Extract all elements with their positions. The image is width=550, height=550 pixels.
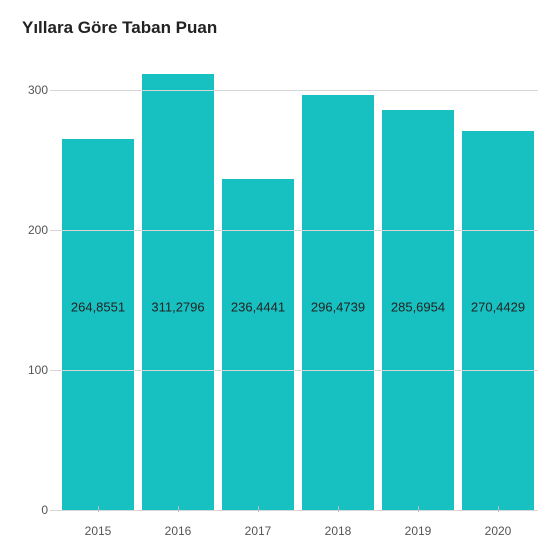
y-tick-label: 0 — [18, 503, 58, 517]
bar-slot: 264,8551 — [58, 48, 138, 510]
bar-slot: 236,4441 — [218, 48, 298, 510]
grid-line — [50, 90, 538, 91]
grid-line — [50, 370, 538, 371]
y-tick-label: 200 — [18, 223, 58, 237]
bar — [142, 74, 214, 510]
chart-title: Yıllara Göre Taban Puan — [10, 18, 540, 38]
x-tick-label: 2018 — [298, 524, 378, 538]
bar-slot: 270,4429 — [458, 48, 538, 510]
grid-line — [50, 510, 538, 511]
y-tick-label: 300 — [18, 83, 58, 97]
x-tick-label: 2017 — [218, 524, 298, 538]
plot-area: 264,8551311,2796236,4441296,4739285,6954… — [58, 48, 538, 510]
x-tick-label: 2015 — [58, 524, 138, 538]
bar — [62, 139, 134, 510]
x-tick-label: 2020 — [458, 524, 538, 538]
x-axis: 201520162017201820192020 — [58, 524, 538, 538]
x-tick-label: 2016 — [138, 524, 218, 538]
bar-value-label: 285,6954 — [378, 300, 458, 315]
grid-line — [50, 230, 538, 231]
bar-slot: 311,2796 — [138, 48, 218, 510]
bar-value-label: 236,4441 — [218, 300, 298, 315]
x-tick-label: 2019 — [378, 524, 458, 538]
bar-slot: 285,6954 — [378, 48, 458, 510]
bars-group: 264,8551311,2796236,4441296,4739285,6954… — [58, 48, 538, 510]
bar-value-label: 311,2796 — [138, 300, 218, 315]
bar-value-label: 270,4429 — [458, 300, 538, 315]
bar-value-label: 264,8551 — [58, 300, 138, 315]
bar — [462, 131, 534, 510]
y-tick-label: 100 — [18, 363, 58, 377]
bar-chart: Yıllara Göre Taban Puan 264,8551311,2796… — [0, 0, 550, 550]
bar-value-label: 296,4739 — [298, 300, 378, 315]
bar — [222, 179, 294, 510]
bar-slot: 296,4739 — [298, 48, 378, 510]
